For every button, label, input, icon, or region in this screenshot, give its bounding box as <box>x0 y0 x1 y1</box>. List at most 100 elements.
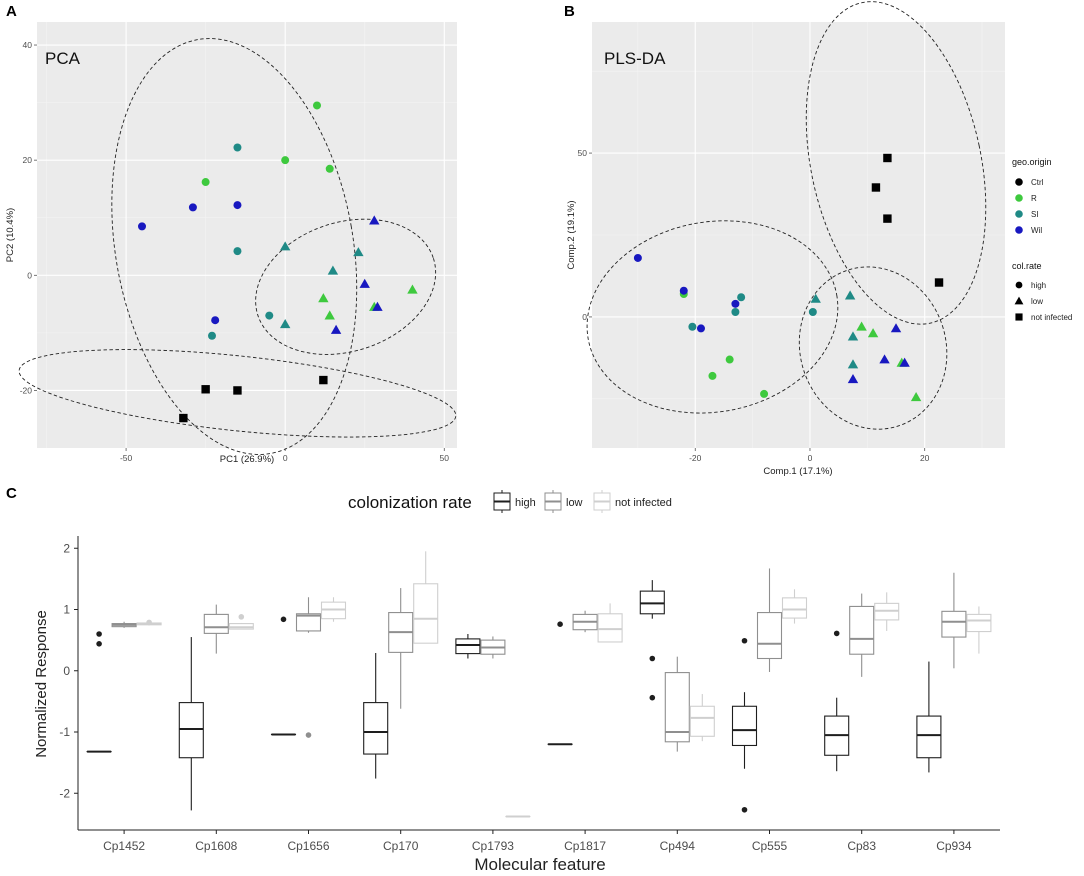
pca-point <box>201 385 210 394</box>
box-outlier <box>238 614 245 620</box>
rate-legend-key-high <box>493 490 511 513</box>
legend-col-key <box>1015 281 1023 289</box>
pca-points <box>138 101 418 423</box>
pca-ticks: -50 0 50 -20 0 20 40 <box>20 40 450 463</box>
plsda-ellipse-low <box>798 266 948 430</box>
box-body <box>455 638 481 655</box>
box-Cp83-not-infected <box>874 592 900 631</box>
box-outlier <box>96 631 102 637</box>
pca-point <box>324 310 335 320</box>
pca-ellipse-low <box>255 218 437 355</box>
plsda-x-tick-label: 0 <box>808 453 813 463</box>
box-Cp170-not-infected <box>413 551 439 644</box>
pca-y-tick-label: 40 <box>23 40 33 50</box>
pca-y-tick-label: 0 <box>27 270 32 280</box>
pca-y-tick-label: 20 <box>23 155 33 165</box>
pca-point <box>265 311 274 320</box>
boxplot-y-tick-label: -2 <box>59 786 70 800</box>
box-Cp934-not-infected <box>966 606 992 654</box>
plsda-panel: -20 0 20 0 50 PLS-DA Comp.1 (17.1%) Comp.2 (… <box>566 1 1005 477</box>
boxplot-x-tick-label: Cp934 <box>936 839 972 853</box>
box-body <box>941 610 967 638</box>
plsda-point <box>731 308 740 317</box>
boxplot-y-axis-title: Normalized Response <box>33 610 50 758</box>
box-body <box>597 613 623 643</box>
pca-point <box>330 324 342 334</box>
pca-point <box>233 386 242 395</box>
box-outlier <box>305 732 312 738</box>
plsda-point <box>808 308 817 317</box>
rate-legend-key-low <box>544 490 562 513</box>
pca-point <box>319 375 328 385</box>
pca-y-tick-label: -20 <box>20 385 33 395</box>
boxplot-y-tick-label: 0 <box>63 664 70 678</box>
boxplot-x-tick-label: Cp1608 <box>195 839 237 853</box>
plsda-point <box>810 293 821 303</box>
pca-point <box>188 203 197 212</box>
box-Cp1452-high <box>86 631 112 753</box>
boxplot-x-tick-label: Cp170 <box>383 839 419 853</box>
geo-origin-legend-title: geo.origin <box>1012 157 1052 167</box>
box-body <box>731 705 758 747</box>
boxplot-x-tick-label: Cp1656 <box>287 839 329 853</box>
pca-point <box>138 222 146 231</box>
col-rate-legend-title: col.rate <box>1012 261 1042 271</box>
plsda-x-tick-label: -20 <box>689 453 702 463</box>
box-outlier <box>833 630 840 637</box>
colonization-rate-legend-title: colonization rate <box>348 493 472 512</box>
plsda-point <box>708 371 717 380</box>
plsda-points <box>633 153 944 402</box>
plsda-point <box>883 214 892 223</box>
plsda-point <box>679 286 688 295</box>
box-outlier <box>649 694 656 701</box>
boxplot-x-tick-label: Cp494 <box>660 839 696 853</box>
pca-point <box>318 293 329 303</box>
boxplot-ticks: -2 -1 0 1 2 Cp1452 Cp1608 Cp1656 Cp170 Cp1793 Cp18… <box>59 541 972 853</box>
box-body <box>781 597 808 619</box>
box-Cp170-high <box>363 652 389 779</box>
boxplot-x-tick-label: Cp1793 <box>472 839 514 853</box>
pca-x-axis-title: PC1 (26.9%) <box>220 454 274 465</box>
box-body <box>689 705 715 737</box>
plsda-grid <box>592 22 1005 448</box>
pca-point <box>353 247 364 257</box>
plsda-point <box>883 153 892 163</box>
legend-geo-key <box>1015 210 1023 218</box>
box-Cp555-low <box>756 568 783 672</box>
legend-col-label: not infected <box>1031 313 1072 322</box>
panel-label-a: A <box>6 3 17 20</box>
plsda-x-axis-title: Comp.1 (17.1%) <box>763 466 832 477</box>
box-outlier <box>741 637 748 644</box>
plsda-y-axis-title: Comp.2 (19.1%) <box>566 200 577 269</box>
box-Cp1608-high <box>178 637 204 811</box>
box-Cp494-high <box>639 580 665 701</box>
boxplot-panel: colonization rate high low not infected -2… <box>33 490 1000 874</box>
plsda-point <box>760 389 769 398</box>
plsda-point <box>879 354 890 364</box>
plsda-point <box>910 392 922 402</box>
pca-ellipse-not-infected <box>18 349 457 438</box>
box-Cp1452-low <box>111 621 137 628</box>
pca-y-axis-title: PC2 (10.4%) <box>5 208 16 262</box>
legend-geo-key <box>1015 194 1023 202</box>
legend-geo-key <box>1015 178 1023 186</box>
pca-grid <box>37 22 457 448</box>
plsda-ellipses <box>586 1 987 430</box>
plsda-point <box>725 355 734 364</box>
box-body <box>664 672 690 743</box>
box-Cp1793-low <box>480 636 506 659</box>
plsda-ticks: -20 0 20 0 50 <box>578 148 930 463</box>
box-Cp1452-not-infected <box>136 619 162 626</box>
legend-col-label: low <box>1031 297 1043 306</box>
pca-point <box>327 265 339 275</box>
pca-point <box>233 201 242 210</box>
plsda-ellipse-not-infected <box>805 1 987 325</box>
plsda-point <box>847 373 859 384</box>
plsda-point <box>847 331 859 341</box>
box-body <box>756 612 783 660</box>
box-body <box>363 702 389 755</box>
rate-legend-label: not infected <box>615 497 672 509</box>
boxplot-x-axis-title: Molecular feature <box>474 855 605 874</box>
box-outlier <box>741 806 748 813</box>
